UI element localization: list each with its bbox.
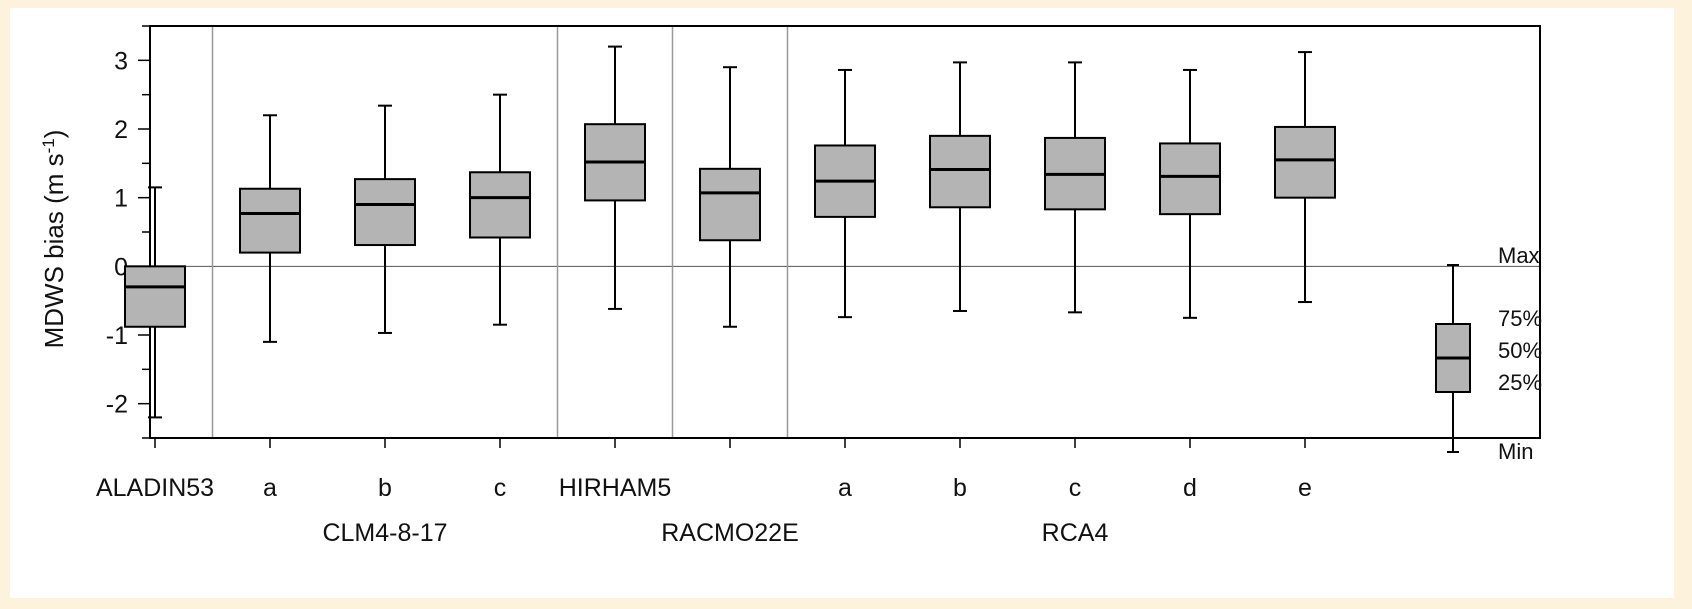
x-tick-label: ALADIN53	[96, 474, 214, 502]
x-tick-label: b	[378, 474, 392, 502]
y-axis-title: MDWS bias (m s-1)	[39, 130, 70, 349]
y-tick-label: 2	[114, 116, 128, 144]
legend-label-75: 75%	[1498, 306, 1542, 331]
iqr-box	[699, 167, 761, 242]
iqr-box	[239, 187, 301, 254]
iqr-box	[354, 178, 416, 247]
group-label: RCA4	[1042, 519, 1109, 547]
y-tick-label: 1	[114, 185, 128, 213]
iqr-box	[1159, 142, 1221, 216]
legend-label-25: 25%	[1498, 370, 1542, 395]
x-tick-label: a	[838, 474, 852, 502]
legend-label-max: Max	[1498, 243, 1540, 268]
x-tick-label: b	[953, 474, 967, 502]
y-tick-label: -2	[106, 391, 128, 419]
y-tick-label: 3	[114, 47, 128, 75]
iqr-box	[124, 265, 186, 328]
x-tick-label: e	[1298, 474, 1312, 502]
group-label: RACMO22E	[661, 519, 799, 547]
iqr-box	[1274, 125, 1336, 199]
x-tick-label: HIRHAM5	[559, 474, 672, 502]
x-tick-label: c	[494, 474, 507, 502]
iqr-box	[469, 171, 531, 239]
iqr-box	[929, 134, 991, 209]
group-label: CLM4-8-17	[322, 519, 447, 547]
x-tick-label: c	[1069, 474, 1082, 502]
boxplot-chart: MDWS bias (m s-1) CLM4-8-17 RACMO22E RCA4 -…	[39, 25, 1542, 547]
legend-label-min: Min	[1498, 439, 1533, 464]
x-tick-label: a	[263, 474, 277, 502]
legend-label-50: 50%	[1498, 338, 1542, 363]
figure-panel: MDWS bias (m s-1) CLM4-8-17 RACMO22E RCA4 -…	[10, 8, 1674, 598]
y-tick-label: -1	[106, 322, 128, 350]
x-tick-label: d	[1183, 474, 1197, 502]
